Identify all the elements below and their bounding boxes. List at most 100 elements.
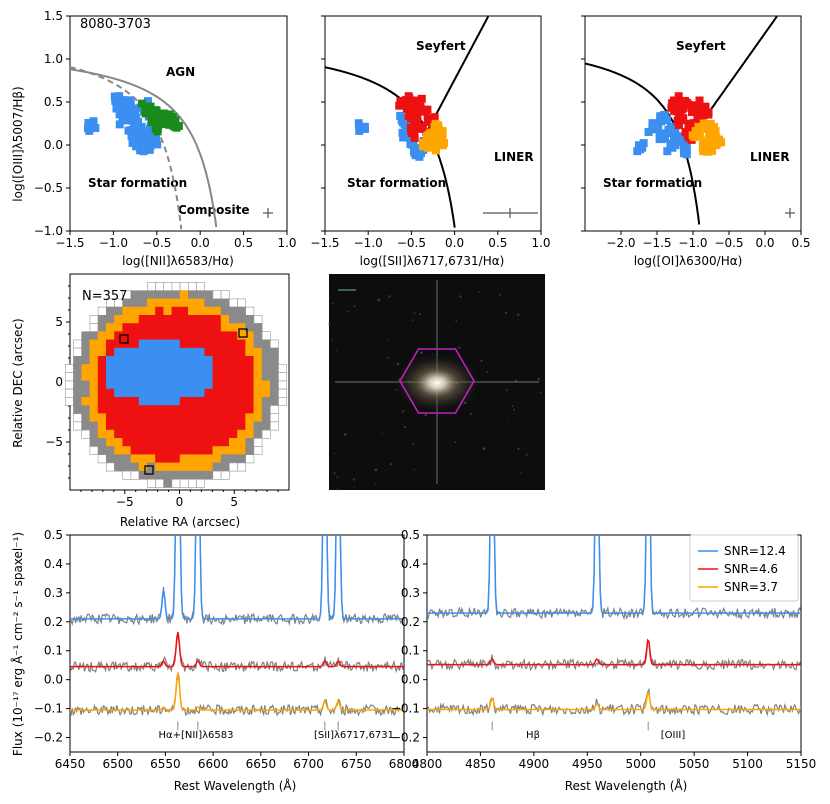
data-point <box>710 123 719 132</box>
spaxel <box>261 396 271 406</box>
spaxel <box>147 372 156 382</box>
spaxel <box>261 339 271 349</box>
spaxel <box>212 347 222 357</box>
spaxel <box>97 339 107 349</box>
spaxel <box>122 355 132 365</box>
spaxel <box>261 388 271 398</box>
spaxel <box>196 372 205 382</box>
x-tick-label: −2.0 <box>606 236 635 250</box>
spaxel <box>122 364 132 373</box>
marker-blue-spaxel <box>238 328 248 338</box>
data-point <box>124 103 133 112</box>
spaxel <box>196 364 205 373</box>
y-tick-label: 0 <box>55 375 63 389</box>
x-tick-label: 0.0 <box>445 236 464 250</box>
background-star <box>413 312 416 315</box>
spaxel <box>155 380 164 390</box>
spaxel <box>237 396 246 406</box>
spaxel <box>147 446 156 455</box>
spaxel <box>220 364 230 373</box>
spaxel <box>171 355 181 365</box>
spaxel <box>122 339 132 349</box>
plot-frame <box>426 534 802 753</box>
spaxel <box>204 347 214 357</box>
data-point <box>644 127 653 136</box>
spaxel <box>229 388 238 398</box>
data-point <box>670 106 679 115</box>
x-tick-label: −1.5 <box>310 236 339 250</box>
spaxel <box>253 314 263 324</box>
x-tick-label: −1.0 <box>678 236 707 250</box>
spaxel <box>253 380 263 390</box>
data-point <box>153 123 162 132</box>
spaxel <box>130 470 140 480</box>
background-star <box>477 290 480 293</box>
spaxel <box>138 396 148 406</box>
background-star <box>390 463 393 466</box>
spaxel <box>130 388 140 398</box>
y-tick-label: 0.5 <box>44 95 63 109</box>
spaxel <box>89 405 99 414</box>
observed-spectrum <box>427 687 801 717</box>
y-tick-label: 0.2 <box>401 615 420 629</box>
data-point <box>153 127 162 136</box>
spaxel <box>196 478 205 488</box>
background-star <box>346 310 349 313</box>
galaxy <box>393 353 481 413</box>
spaxel <box>188 364 197 373</box>
y-tick-label: 0.2 <box>44 615 63 629</box>
background-star <box>424 413 427 417</box>
spaxel <box>147 323 156 332</box>
spaxel <box>65 364 74 373</box>
data-point <box>674 103 683 112</box>
spaxel <box>106 421 115 431</box>
spaxel <box>196 454 205 464</box>
spaxel <box>147 470 156 480</box>
x-tick-label: 5050 <box>679 757 710 771</box>
spaxel <box>179 355 189 365</box>
background-star <box>388 295 391 298</box>
x-tick-label: 6550 <box>150 757 181 771</box>
data-point <box>174 121 183 130</box>
data-point <box>139 147 148 156</box>
spaxel <box>237 462 246 472</box>
spaxel <box>122 323 132 332</box>
spaxel <box>171 323 181 332</box>
spaxel <box>220 405 230 414</box>
spaxel <box>138 298 148 308</box>
spaxel <box>204 446 214 455</box>
spaxel <box>106 437 115 447</box>
background-star <box>336 349 338 351</box>
spaxel <box>114 355 123 365</box>
spaxel-map-panel: Relative RA (arcsec) Relative DEC (arcse… <box>11 273 290 529</box>
spaxel <box>237 380 246 390</box>
spaxel <box>220 331 230 341</box>
spaxel <box>155 478 164 488</box>
xaxis-label: log([NII]λ6583/Hα) <box>122 254 234 268</box>
spaxel <box>229 323 238 332</box>
spaxel <box>97 396 107 406</box>
data-point <box>689 119 698 128</box>
spaxel <box>179 339 189 349</box>
spaxel <box>130 306 140 316</box>
data-point <box>695 132 704 141</box>
spaxel <box>188 429 197 439</box>
background-star <box>539 391 542 394</box>
spaxel <box>106 364 115 373</box>
spaxel <box>138 347 148 357</box>
data-point <box>694 122 703 131</box>
spaxel <box>196 290 205 300</box>
spaxel <box>245 405 255 414</box>
data-point <box>170 122 179 131</box>
background-star <box>396 362 400 366</box>
spaxel <box>269 355 279 365</box>
spaxel <box>81 372 91 382</box>
spaxel <box>196 470 205 480</box>
x-tick-label: 4950 <box>572 757 603 771</box>
spaxel <box>179 454 189 464</box>
spaxel <box>163 413 173 423</box>
spaxel <box>122 454 132 464</box>
x-tick-label: 5150 <box>786 757 817 771</box>
spaxel <box>212 413 222 423</box>
data-point <box>713 139 722 148</box>
